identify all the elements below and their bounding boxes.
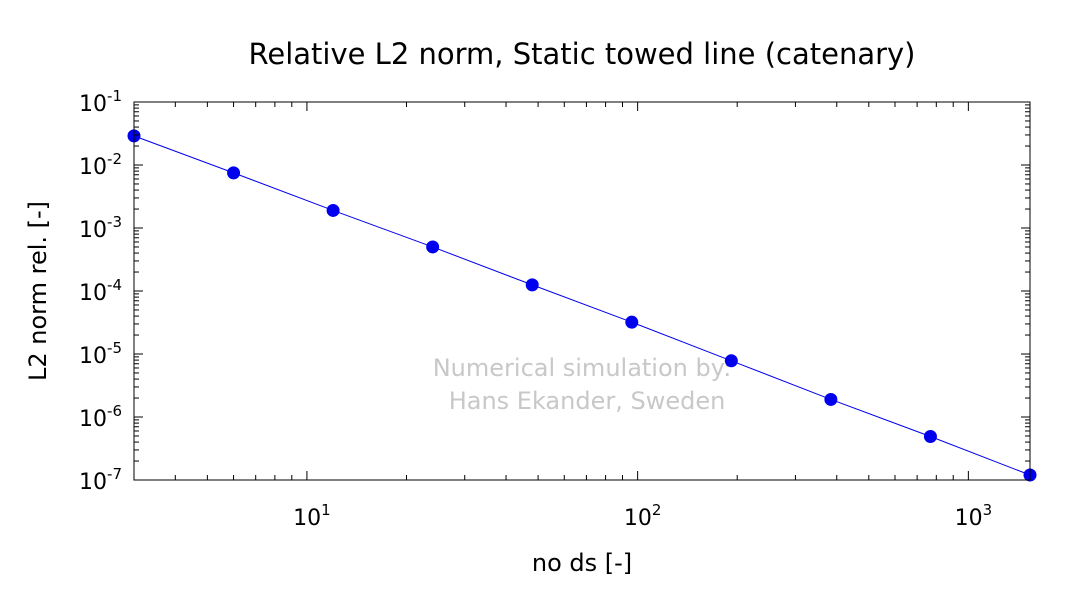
y-tick-label: 10-7 (79, 465, 122, 495)
x-tick-label: 101 (293, 501, 331, 531)
chart-title: Relative L2 norm, Static towed line (cat… (249, 37, 916, 71)
y-tick-label-base: 10 (79, 470, 107, 495)
x-tick-label: 103 (955, 501, 993, 531)
data-point (724, 354, 738, 368)
y-tick-label-base: 10 (79, 92, 107, 117)
watermark-line-1: Numerical simulation by: (433, 354, 732, 382)
y-tick-label-base: 10 (79, 281, 107, 306)
data-point (923, 430, 937, 444)
data-point (326, 203, 340, 217)
y-tick-label-base: 10 (79, 407, 107, 432)
x-tick-label-base: 10 (293, 506, 321, 531)
y-tick-label-exponent: -3 (107, 213, 122, 231)
y-tick-label-exponent: -2 (107, 150, 122, 168)
y-tick-label-base: 10 (79, 155, 107, 180)
y-tick-label: 10-1 (79, 87, 122, 117)
y-axis-label: L2 norm rel. [-] (24, 201, 52, 381)
y-tick-label: 10-3 (79, 213, 122, 243)
y-tick-label-exponent: -1 (107, 87, 122, 105)
y-tick-label-exponent: -7 (107, 465, 122, 483)
x-tick-label: 102 (624, 501, 662, 531)
x-tick-label-base: 10 (955, 506, 983, 531)
series-line (133, 135, 1031, 476)
y-tick-label: 10-4 (79, 276, 122, 306)
data-point (625, 315, 639, 329)
x-tick-label-base: 10 (624, 506, 652, 531)
y-tick-label-base: 10 (79, 344, 107, 369)
x-tick-label-exponent: 1 (321, 501, 331, 519)
x-tick-label-exponent: 2 (652, 501, 662, 519)
data-point (525, 278, 539, 292)
y-tick-label-base: 10 (79, 218, 107, 243)
y-tick-label-exponent: -5 (107, 339, 122, 357)
series-layer (127, 129, 1037, 482)
y-tick-label-exponent: -6 (107, 402, 122, 420)
data-point (227, 166, 241, 180)
y-tick-label: 10-6 (79, 402, 122, 432)
y-tick-label: 10-2 (79, 150, 122, 180)
y-tick-label: 10-5 (79, 339, 122, 369)
data-point (824, 392, 838, 406)
data-point (426, 240, 440, 254)
x-tick-label-exponent: 3 (983, 501, 993, 519)
x-axis-label: no ds [-] (532, 549, 632, 577)
watermark-line-2: Hans Ekander, Sweden (449, 387, 726, 415)
plot-frame (133, 101, 1031, 481)
y-tick-label-exponent: -4 (107, 276, 122, 294)
